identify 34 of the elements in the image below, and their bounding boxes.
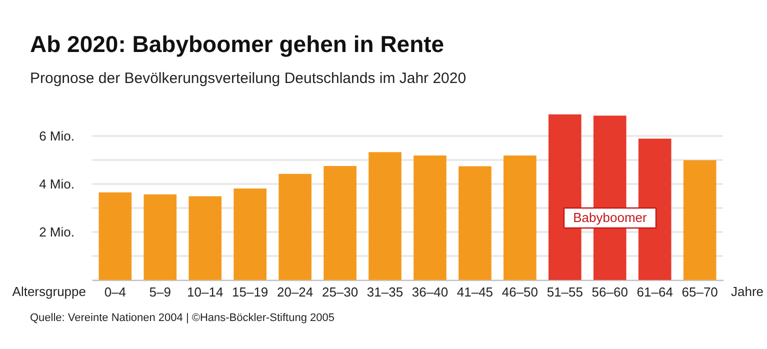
source-note: Quelle: Vereinte Nationen 2004 | ©Hans-Böckler-Stiftung 2005 — [30, 312, 334, 324]
chart-title: Ab 2020: Babyboomer gehen in Rente — [30, 31, 444, 57]
bar — [683, 160, 716, 280]
x-tick-label: 51–55 — [546, 284, 583, 300]
y-tick-label: 6 Mio. — [39, 128, 74, 144]
x-tick-label: 65–70 — [682, 284, 718, 300]
bar — [414, 155, 446, 280]
x-tick-label: 36–40 — [412, 284, 448, 300]
chart-subtitle: Prognose der Bevölkerungsverteilung Deutschlands im Jahr 2020 — [30, 70, 466, 87]
bar — [188, 196, 222, 280]
y-tick-label: 4 Mio. — [39, 176, 74, 192]
x-tick-label: 25–30 — [322, 284, 358, 300]
x-axis-title: Altersgruppe — [12, 284, 86, 299]
bar — [504, 155, 536, 280]
bar — [278, 174, 312, 280]
bar — [368, 152, 402, 280]
x-tick-label: 0–4 — [104, 284, 126, 300]
annotation: Babyboomer — [573, 210, 648, 225]
x-tick-label: 56–60 — [592, 284, 628, 300]
x-tick-label: 31–35 — [366, 284, 404, 300]
bar — [324, 166, 356, 280]
bar — [98, 192, 132, 280]
y-tick-label: 2 Mio. — [39, 224, 74, 240]
x-tick-label: 41–45 — [456, 284, 494, 300]
x-tick-label: 20–24 — [276, 284, 314, 300]
x-tick-label: 10–14 — [187, 284, 224, 300]
bar — [458, 166, 492, 280]
bar — [234, 188, 267, 280]
x-tick-label: 46–50 — [502, 284, 538, 300]
text: Jahre — [731, 284, 764, 299]
x-tick-label: 61–64 — [636, 284, 673, 300]
x-tick-label: 5–9 — [149, 284, 171, 300]
bar — [144, 194, 177, 280]
x-tick-label: 15–19 — [232, 284, 268, 300]
